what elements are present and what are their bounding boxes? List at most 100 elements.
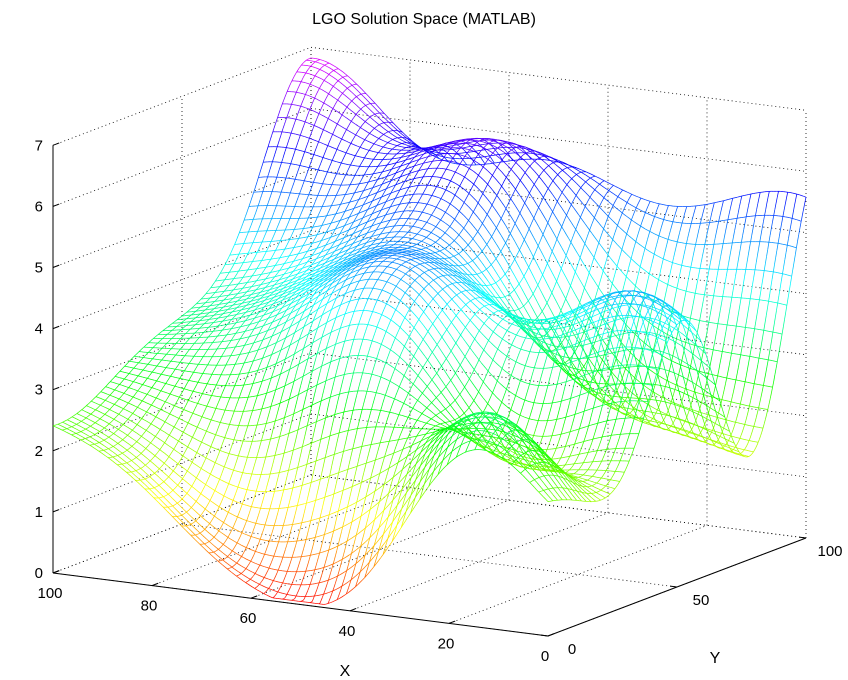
mesh-line-x [390, 198, 394, 201]
mesh-line-x [356, 104, 359, 108]
mesh-line-x [447, 234, 450, 237]
mesh-line-x [547, 204, 551, 209]
mesh-line-x [528, 284, 532, 290]
mesh-line-x [467, 263, 471, 267]
mesh-line-x [353, 112, 357, 115]
mesh-line-x [315, 67, 318, 69]
mesh-line-x [584, 265, 588, 270]
mesh-line-x [584, 344, 587, 346]
mesh-line-x [654, 253, 657, 256]
mesh-line-x [423, 241, 427, 244]
mesh-line-x [404, 143, 407, 146]
mesh-line-x [446, 259, 450, 263]
mesh-line-x [374, 120, 378, 124]
mesh-line-x [449, 226, 453, 229]
mesh-line-x [504, 152, 507, 155]
mesh-line-x [437, 243, 441, 246]
mesh-line-x [580, 177, 584, 181]
mesh-line-x [558, 242, 562, 248]
mesh-line-x [309, 109, 313, 111]
mesh-line-x [392, 191, 396, 193]
mesh-line-x [522, 183, 526, 187]
mesh-line-x [573, 172, 577, 175]
mesh-line-x [363, 102, 366, 106]
mesh-line-x [658, 217, 662, 220]
mesh-line-x [539, 153, 543, 156]
mesh-line-x [315, 154, 319, 157]
mesh-line-x [338, 212, 341, 214]
mesh-line-x [604, 180, 607, 183]
mesh-line-x [489, 217, 493, 222]
mesh-line-x [369, 207, 373, 209]
mesh-line-x [316, 240, 320, 243]
mesh-line-x [562, 179, 565, 183]
mesh-line-x [503, 174, 507, 178]
mesh-line-x [519, 212, 523, 218]
mesh-line-x [630, 305, 634, 309]
mesh-line-x [676, 404, 680, 407]
mesh-line-x [300, 134, 303, 137]
mesh-line-x [652, 201, 655, 204]
mesh-line-x [449, 203, 453, 206]
mesh-line-x [326, 66, 330, 68]
mesh-line-x [466, 146, 469, 148]
mesh-line-x [577, 213, 581, 218]
mesh-line-x [369, 124, 373, 128]
mesh-line-x [461, 225, 464, 229]
mesh-line-x [329, 259, 333, 262]
mesh-line-x [488, 288, 491, 292]
mesh-line-x [530, 232, 534, 238]
mesh-line-x [607, 254, 611, 258]
mesh-line-x [364, 121, 368, 124]
mesh-line-x [327, 260, 330, 263]
mesh-line-x [670, 239, 673, 242]
mesh-line-x [368, 240, 372, 243]
mesh-line-x [377, 172, 381, 174]
mesh-line-x [406, 179, 410, 182]
mesh-line-x [365, 112, 368, 116]
mesh-line-x [706, 347, 709, 350]
mesh-line-x [696, 384, 700, 388]
mesh-line-x [523, 305, 527, 311]
mesh-line-x [770, 359, 773, 362]
mesh-line-x [525, 280, 529, 286]
mesh-line-x [291, 132, 294, 134]
mesh-line-x [373, 151, 377, 153]
mesh-line-x [720, 436, 724, 439]
mesh-line-x [564, 195, 568, 199]
mesh-line-x [329, 172, 333, 174]
mesh-line-x [313, 139, 317, 142]
side-wall-grid-line-z [52, 46, 312, 146]
mesh-line-x [491, 251, 495, 256]
mesh-line-x [332, 133, 335, 136]
mesh-line-x [651, 420, 655, 423]
mesh-line-x [787, 244, 790, 247]
mesh-line-x [476, 279, 480, 283]
mesh-line-x [500, 218, 504, 223]
mesh-line-x [363, 246, 367, 248]
mesh-line-x [366, 140, 370, 143]
mesh-line-x [346, 96, 350, 100]
mesh-line-x [317, 76, 320, 79]
mesh-line-x [528, 267, 532, 272]
mesh-line-x [335, 71, 339, 75]
mesh-line-x [708, 395, 711, 397]
mesh-line-x [353, 94, 357, 97]
mesh-line-x [451, 253, 455, 257]
mesh-line-x [379, 108, 383, 112]
mesh-line-x [298, 119, 301, 121]
mesh-line-x [667, 308, 670, 311]
mesh-line-x [506, 290, 510, 295]
mesh-line-x [625, 324, 629, 328]
mesh-line-x [547, 242, 551, 248]
mesh-line-x [672, 262, 675, 264]
mesh-line-x [570, 285, 574, 291]
mesh-line-x [300, 263, 303, 265]
mesh-line-x [355, 155, 358, 157]
mesh-line-x [497, 285, 501, 290]
mesh-line-x [499, 182, 502, 187]
mesh-line-x [633, 206, 637, 209]
mesh-line-x [370, 194, 373, 196]
mesh-line-x [489, 186, 493, 190]
mesh-line-x [325, 157, 328, 160]
